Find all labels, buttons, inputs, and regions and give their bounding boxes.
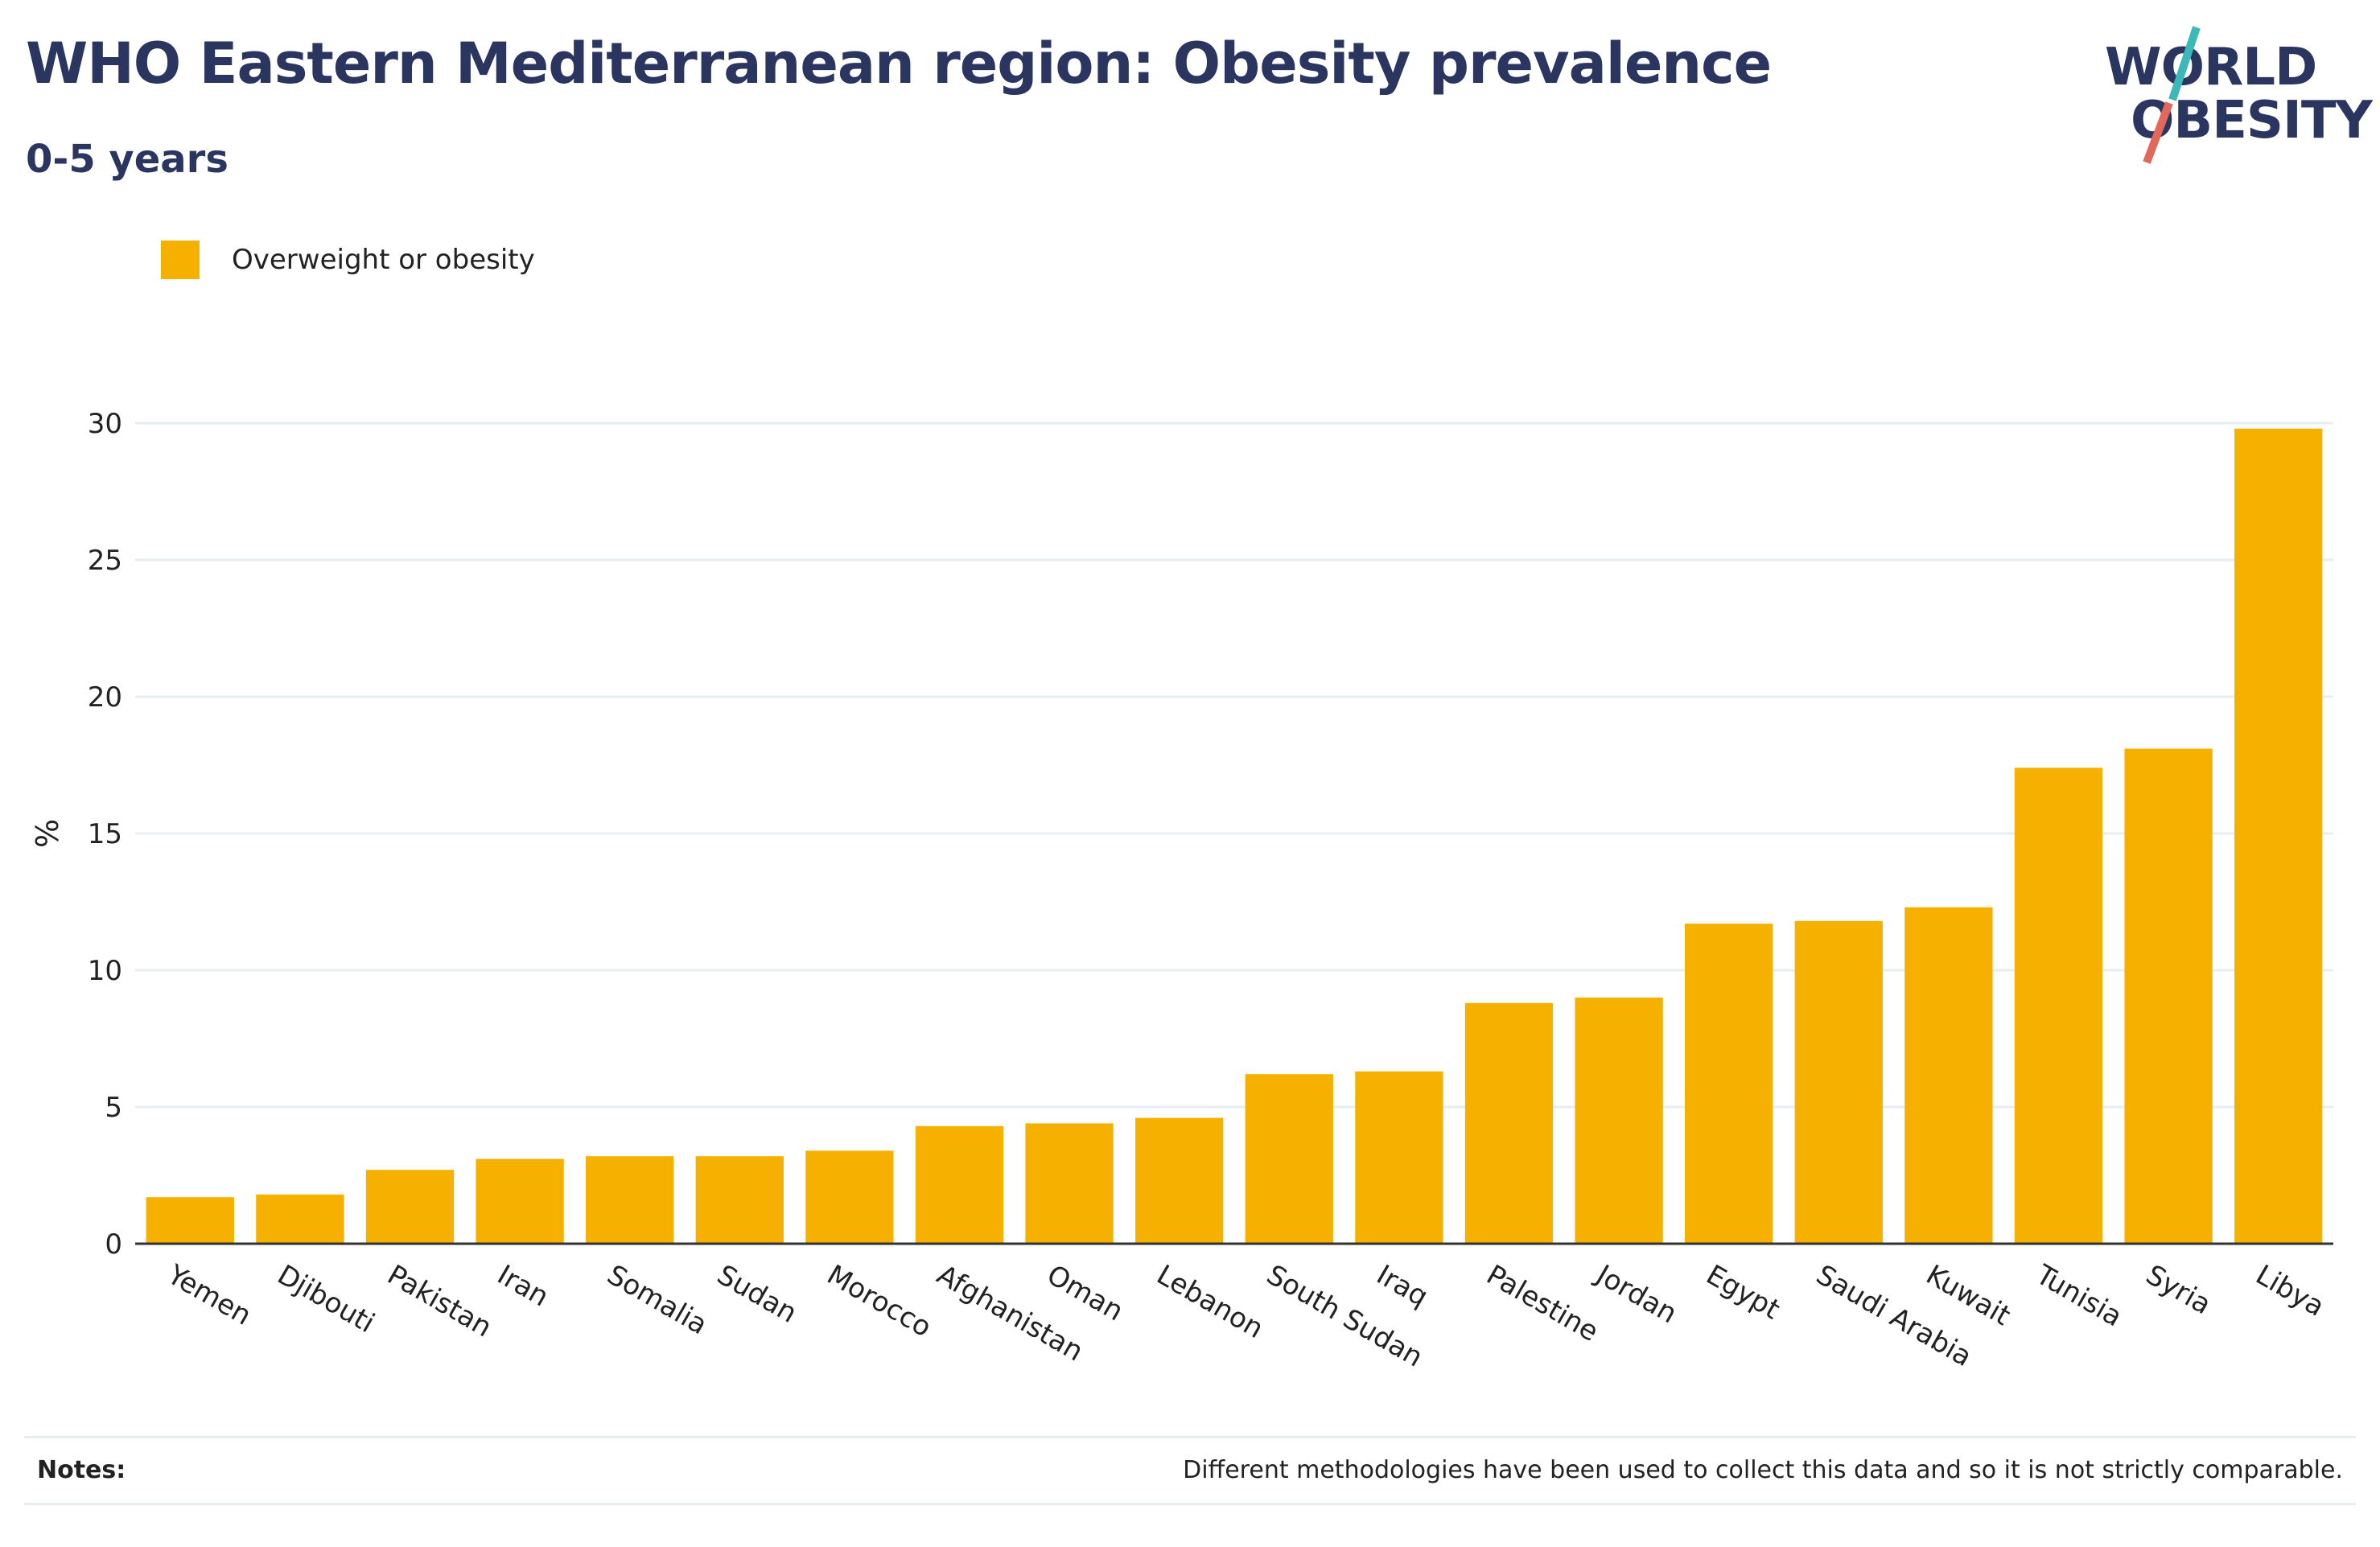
- notes-text: Different methodologies have been used t…: [1183, 1456, 2343, 1484]
- bar-egypt: [1685, 924, 1773, 1244]
- y-tick-label: 10: [88, 955, 122, 987]
- bar-pakistan: [365, 1170, 455, 1244]
- bar-oman: [1025, 1123, 1114, 1244]
- x-tick-label: Djibouti: [272, 1259, 380, 1340]
- x-tick-label: Syria: [2140, 1259, 2216, 1322]
- x-tick-label: Oman: [1041, 1259, 1129, 1328]
- chart-subtitle: 0-5 years: [26, 137, 229, 182]
- bar-lebanon: [1135, 1117, 1224, 1244]
- y-tick-label: 0: [105, 1228, 122, 1261]
- x-tick-label: Palestine: [1481, 1259, 1604, 1348]
- x-tick-label: Morocco: [821, 1259, 937, 1344]
- x-tick-label: Yemen: [162, 1258, 257, 1332]
- bar-morocco: [805, 1150, 894, 1244]
- x-tick-label: Iran: [492, 1259, 554, 1314]
- y-tick-label: 25: [88, 545, 122, 577]
- x-tick-label: Egypt: [1701, 1259, 1785, 1327]
- bar-syria: [2124, 748, 2213, 1244]
- x-tick-label: Sudan: [711, 1259, 802, 1330]
- bar-jordan: [1575, 998, 1663, 1244]
- bar-djibouti: [256, 1194, 344, 1244]
- bar-sudan: [695, 1156, 784, 1244]
- y-tick-label: 5: [105, 1092, 122, 1124]
- bar-tunisia: [2014, 767, 2103, 1244]
- x-tick-label: Pakistan: [382, 1259, 497, 1344]
- bar-somalia: [586, 1156, 674, 1244]
- bar-iran: [476, 1158, 564, 1244]
- x-tick-label: Tunisia: [2030, 1258, 2127, 1333]
- bar-saudi-arabia: [1794, 920, 1883, 1244]
- notes-label: Notes:: [37, 1456, 126, 1484]
- chart-title: WHO Eastern Mediterranean region: Obesit…: [26, 31, 1772, 97]
- bar-afghanistan: [915, 1125, 1004, 1244]
- footer-divider-top: [24, 1436, 2356, 1438]
- legend-label: Overweight or obesity: [232, 244, 535, 276]
- y-tick-label: 20: [88, 681, 122, 714]
- chart-legend: Overweight or obesity: [161, 240, 535, 280]
- y-axis-label: %: [30, 819, 65, 848]
- bar-south-sudan: [1245, 1074, 1333, 1244]
- x-tick-label: Somalia: [602, 1259, 713, 1342]
- bar-libya: [2234, 428, 2323, 1244]
- bar-kuwait: [1904, 907, 1993, 1244]
- y-tick-label: 30: [88, 408, 122, 440]
- x-tick-label: Iraq: [1371, 1259, 1434, 1314]
- y-tick-label: 15: [88, 818, 122, 850]
- bar-palestine: [1464, 1002, 1554, 1244]
- legend-swatch: [161, 241, 200, 279]
- world-obesity-logo: WORLD OBESITY: [2092, 24, 2373, 169]
- x-tick-label: Lebanon: [1151, 1259, 1269, 1345]
- x-tick-label: Libya: [2250, 1259, 2330, 1323]
- footer-divider-bottom: [24, 1503, 2356, 1505]
- logo-line-world: WORLD: [2105, 38, 2317, 97]
- logo-line-obesity: OBESITY: [2131, 91, 2373, 150]
- bar-yemen: [146, 1197, 234, 1244]
- bar-iraq: [1355, 1071, 1443, 1244]
- logo-slash-icon: [2143, 26, 2201, 164]
